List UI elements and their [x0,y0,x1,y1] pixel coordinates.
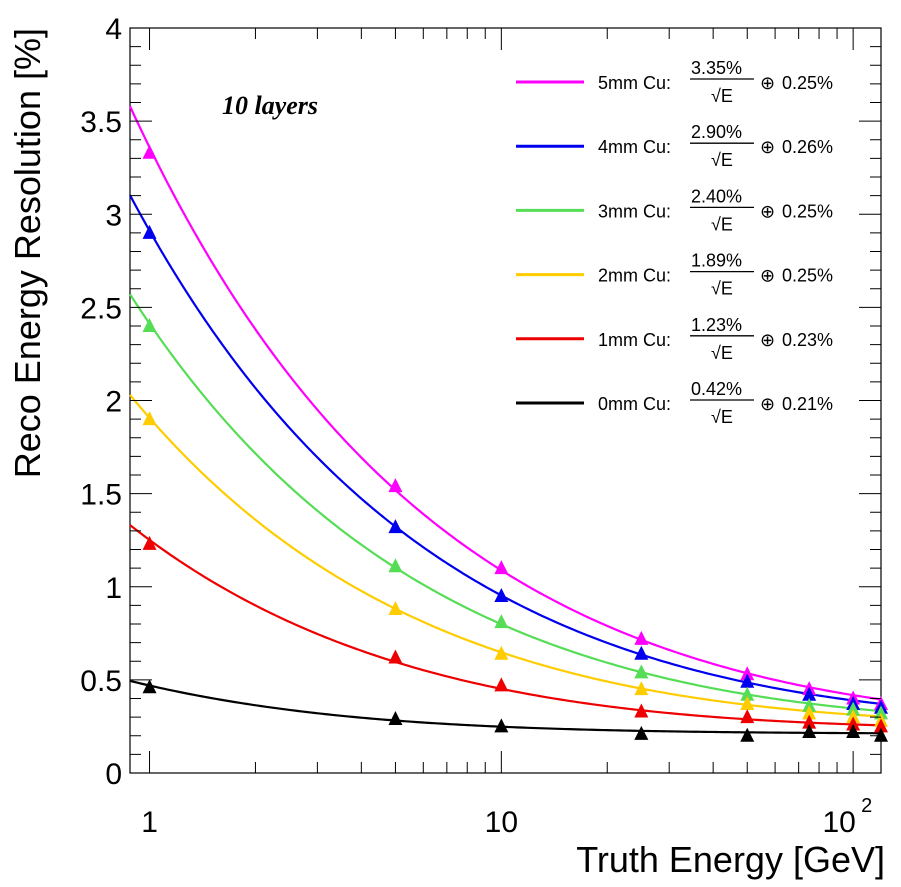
x-tick-label: 10 [485,806,518,839]
data-point [494,560,509,575]
data-point [142,224,157,239]
x-tick-exponent: 2 [861,795,872,817]
y-axis: 0 0.5 1 1.5 2 2.5 3 3.5 4 [80,13,881,791]
legend-sqrt-e: √E [711,150,733,170]
y-tick-label: 0 [105,758,122,791]
legend-oplus: ⊕ [760,137,775,157]
data-point [802,686,817,701]
y-tick-label: 4 [105,13,122,46]
legend-constant: 0.26% [782,137,833,157]
data-point [740,727,755,742]
data-point [142,317,157,332]
data-point [846,723,861,738]
y-tick-label: 1 [105,572,122,605]
data-point [740,666,755,681]
data-point [388,601,403,616]
data-point [846,709,861,724]
data-point [740,686,755,701]
legend: 5mm Cu: 3.35% √E ⊕ 0.25% 4mm Cu: 2.90% √E ⊕ 0.26%… [516,58,833,427]
legend-constant: 0.25% [782,266,833,286]
x-tick-label: 1 [141,806,158,839]
data-point [494,718,509,733]
annotation: 10 layers [222,91,318,120]
data-point [142,144,157,159]
legend-sqrt-e: √E [711,86,733,106]
legend-stochastic: 3.35% [691,58,742,78]
y-axis-title: Reco Energy Resolution [%] [7,28,48,478]
data-point [634,630,649,645]
legend-stochastic: 2.90% [691,122,742,142]
y-tick-label: 0.5 [80,665,122,698]
legend-name: 1mm Cu: [598,330,671,350]
data-point [634,681,649,696]
legend-name: 2mm Cu: [598,266,671,286]
x-axis-title: Truth Energy [GeV] [576,839,885,880]
data-point [874,718,888,733]
data-point [740,673,755,688]
legend-oplus: ⊕ [760,201,775,221]
data-point [388,710,403,725]
data-points [142,144,888,742]
data-point [142,411,157,426]
data-point [874,727,888,742]
legend-constant: 0.25% [782,201,833,221]
data-point [802,714,817,729]
data-point [634,664,649,679]
legend-sqrt-e: √E [711,279,733,299]
legend-sqrt-e: √E [711,214,733,234]
fit-line-3 [129,394,882,718]
data-point [388,649,403,664]
y-tick-label: 2.5 [80,292,122,325]
data-point [846,716,861,731]
legend-sqrt-e: √E [711,407,733,427]
data-point [494,677,509,692]
legend-oplus: ⊕ [760,330,775,350]
legend-oplus: ⊕ [760,73,775,93]
data-point [494,614,509,629]
data-point [740,696,755,711]
legend-stochastic: 1.23% [691,315,742,335]
legend-oplus: ⊕ [760,266,775,286]
data-point [802,723,817,738]
data-point [494,588,509,603]
legend-name: 0mm Cu: [598,394,671,414]
legend-name: 5mm Cu: [598,73,671,93]
legend-constant: 0.21% [782,394,833,414]
data-point [142,679,157,694]
legend-constant: 0.25% [782,73,833,93]
data-point [874,705,888,720]
legend-oplus: ⊕ [760,394,775,414]
data-point [494,645,509,660]
x-axis: 1 10 10 2 [141,28,872,839]
legend-stochastic: 2.40% [691,186,742,206]
x-tick-label: 10 [822,806,855,839]
data-point [802,705,817,720]
data-point [802,697,817,712]
data-point [388,519,403,534]
legend-stochastic: 1.89% [691,251,742,271]
data-point [634,725,649,740]
legend-name: 4mm Cu: [598,137,671,157]
y-tick-label: 2 [105,386,122,419]
legend-constant: 0.23% [782,330,833,350]
data-point [388,558,403,573]
data-point [634,703,649,718]
legend-name: 3mm Cu: [598,201,671,221]
data-point [634,645,649,660]
data-point [846,701,861,716]
data-point [740,709,755,724]
y-tick-label: 3 [105,199,122,232]
y-tick-label: 3.5 [80,106,122,139]
data-point [388,478,403,493]
legend-stochastic: 0.42% [691,379,742,399]
plot-frame [129,27,882,774]
legend-sqrt-e: √E [711,343,733,363]
data-point [142,535,157,550]
y-tick-label: 1.5 [80,479,122,512]
